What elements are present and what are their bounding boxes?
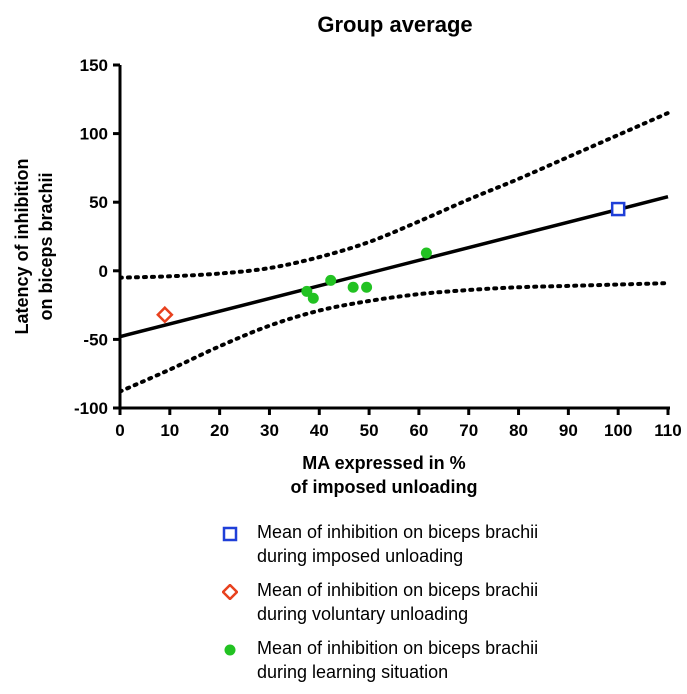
legend-label: Mean of inhibition on biceps brachii dur… — [257, 580, 539, 624]
x-tick-label: 60 — [409, 421, 428, 440]
data-point-series-2 — [325, 274, 337, 286]
data-point-series-2 — [361, 281, 373, 293]
y-tick-label: -50 — [83, 330, 108, 349]
y-tick-label: 150 — [80, 56, 108, 75]
x-tick-label: 90 — [559, 421, 578, 440]
legend-marker-shape — [222, 526, 238, 542]
y-tick-label: -100 — [74, 399, 108, 418]
legend-label: Mean of inhibition on biceps brachii dur… — [257, 638, 539, 682]
legend-marker — [224, 644, 236, 656]
x-tick-label: 110 — [654, 421, 681, 440]
legend-item: Mean of inhibition on biceps brachii dur… — [222, 520, 662, 578]
legend-label: Mean of inhibition on biceps brachii dur… — [257, 522, 539, 566]
data-point-series-2 — [307, 292, 319, 304]
x-tick-label: 30 — [260, 421, 279, 440]
x-axis-label: MA expressed in % of imposed unloading — [291, 453, 478, 497]
legend-marker — [222, 584, 238, 600]
legend-marker-shape — [224, 644, 236, 656]
chart: Group average -100 -50 0 50 100 150 0 10 20 30 40 5… — [12, 12, 682, 497]
x-tick-label: 50 — [360, 421, 379, 440]
confidence-band-lower — [120, 281, 670, 394]
data-point-series-1 — [156, 305, 174, 324]
data-point-series-0 — [610, 201, 626, 217]
x-tick-label: 0 — [115, 421, 124, 440]
confidence-band-upper — [120, 111, 670, 280]
x-tick-label: 100 — [604, 421, 632, 440]
x-tick-label: 80 — [509, 421, 528, 440]
chart-title: Group average — [317, 12, 472, 37]
y-axis-label: Latency of inhibition on biceps brachii — [12, 159, 56, 335]
data-point-series-2 — [301, 285, 313, 297]
legend: Mean of inhibition on biceps brachii dur… — [222, 520, 662, 694]
legend-item: Mean of inhibition on biceps brachii dur… — [222, 636, 662, 694]
legend-item: Mean of inhibition on biceps brachii dur… — [222, 578, 662, 636]
x-tick-label: 40 — [310, 421, 329, 440]
y-tick-label: 0 — [99, 262, 108, 281]
regression-line — [119, 195, 669, 339]
legend-marker-shape — [222, 584, 238, 600]
x-tick-label: 20 — [210, 421, 229, 440]
y-tick-label: 100 — [80, 125, 108, 144]
data-point-series-2 — [420, 247, 432, 259]
x-tick-label: 70 — [459, 421, 478, 440]
x-tick-label: 10 — [160, 421, 179, 440]
legend-marker — [222, 526, 238, 542]
y-tick-label: 50 — [89, 193, 108, 212]
data-point-series-2 — [347, 281, 359, 293]
